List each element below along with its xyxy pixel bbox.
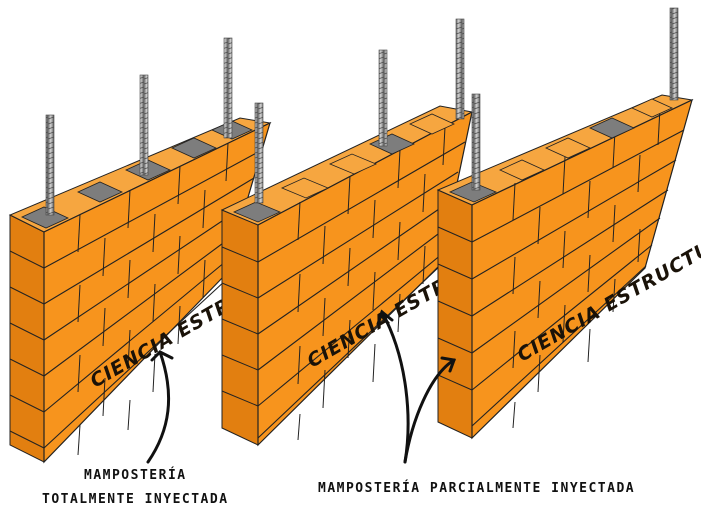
arrow-mid-head	[376, 309, 394, 326]
arrow-left-head	[150, 350, 174, 362]
wall-3-rebars	[455, 7, 679, 191]
wall-2-side	[221, 209, 259, 446]
wall-1-side	[9, 214, 45, 463]
arrow-left	[146, 350, 171, 464]
arrow-right-head	[440, 356, 457, 373]
rebar	[471, 93, 481, 191]
label-left-line2: TOTALMENTE INYECTADA	[42, 492, 229, 507]
wall-1-rebars	[45, 37, 233, 216]
wall-2-rebars	[254, 49, 388, 204]
arrow-right	[403, 358, 456, 464]
arrow-mid	[380, 310, 410, 464]
rebar	[45, 114, 55, 216]
wall-parcialmente-inyectada-1: CIENCIA ESTRUCTURAL	[220, 49, 544, 447]
rebar	[669, 7, 679, 101]
label-right: MAMPOSTERÍA PARCIALMENTE INYECTADA	[318, 481, 636, 496]
rebar	[254, 102, 264, 204]
wall-parcialmente-inyectada-2: CIENCIA ESTRUCTURAL	[436, 7, 701, 440]
rebar	[455, 18, 465, 120]
rebar	[223, 37, 233, 139]
rebar	[139, 74, 149, 176]
rebar	[378, 49, 388, 147]
label-left-line1: MAMPOSTERÍA	[84, 468, 187, 483]
arrows	[146, 309, 457, 464]
